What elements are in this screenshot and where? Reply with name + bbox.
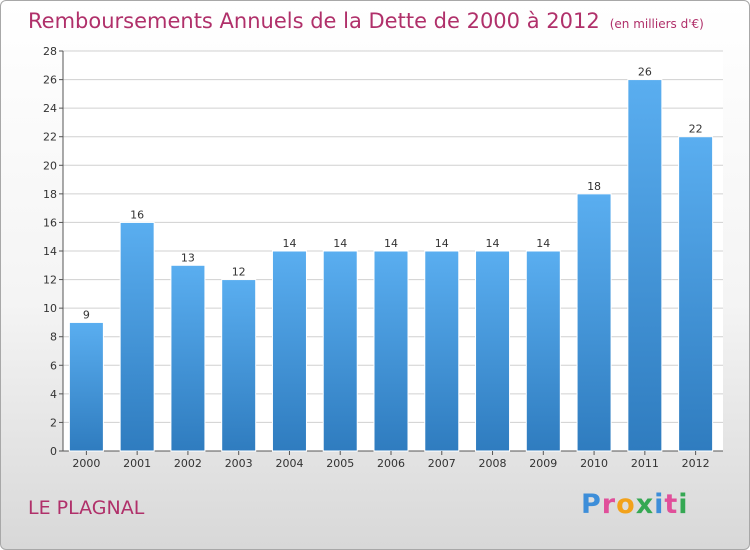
y-tick-label: 18: [43, 188, 57, 201]
chart-unit: (en milliers d'€): [609, 17, 704, 31]
y-tick-label: 20: [43, 159, 57, 172]
bar-2004: [271, 250, 307, 452]
bar-value-label: 13: [181, 251, 195, 264]
logo-letter: x: [635, 489, 655, 520]
logo-letter: i: [654, 489, 665, 520]
bar-value-label: 12: [232, 266, 246, 279]
bar-value-label: 14: [384, 237, 398, 250]
y-tick-label: 22: [43, 131, 57, 144]
bar-value-label: 14: [282, 237, 296, 250]
bar-value-label: 14: [333, 237, 347, 250]
y-tick-label: 12: [43, 274, 57, 287]
x-tick-label: 2003: [225, 457, 253, 470]
bar-2003: [221, 279, 257, 452]
x-tick-label: 2002: [174, 457, 202, 470]
x-tick-label: 2000: [72, 457, 100, 470]
y-tick-label: 10: [43, 302, 57, 315]
place-name: LE PLAGNAL: [28, 497, 145, 519]
bar-2006: [373, 250, 409, 452]
x-tick-label: 2001: [123, 457, 151, 470]
bar-2002: [170, 264, 206, 452]
bar-value-label: 22: [689, 123, 703, 136]
bar-2012: [678, 136, 714, 452]
x-tick-label: 2004: [275, 457, 303, 470]
y-tick-label: 26: [43, 74, 57, 87]
logo-letter: r: [601, 489, 617, 520]
bar-2011: [627, 79, 663, 452]
bar-value-label: 14: [536, 237, 550, 250]
y-tick-label: 6: [50, 359, 57, 372]
x-tick-label: 2011: [631, 457, 659, 470]
y-tick-label: 2: [50, 416, 57, 429]
proxiti-logo: Proxiti: [581, 489, 689, 520]
x-tick-label: 2007: [428, 457, 456, 470]
bar-2008: [475, 250, 511, 452]
bar-2007: [424, 250, 460, 452]
bar-2001: [119, 221, 155, 452]
y-tick-label: 4: [50, 388, 57, 401]
bar-2009: [525, 250, 561, 452]
y-tick-label: 24: [43, 102, 57, 115]
y-tick-label: 0: [50, 445, 57, 458]
logo-letter: t: [664, 489, 679, 520]
logo-letter: P: [581, 489, 602, 520]
chart-title: Remboursements Annuels de la Dette de 20…: [28, 9, 704, 33]
x-tick-label: 2009: [529, 457, 557, 470]
y-tick-label: 8: [50, 331, 57, 344]
x-tick-label: 2008: [479, 457, 507, 470]
y-tick-label: 16: [43, 216, 57, 229]
x-tick-label: 2012: [682, 457, 710, 470]
x-tick-label: 2010: [580, 457, 608, 470]
y-tick-label: 28: [43, 45, 57, 58]
bar-2005: [322, 250, 358, 452]
bar-value-label: 14: [486, 237, 500, 250]
bar-2010: [576, 193, 612, 452]
logo-letter: o: [616, 489, 636, 520]
x-tick-label: 2006: [377, 457, 405, 470]
bar-value-label: 9: [83, 308, 90, 321]
x-tick-label: 2005: [326, 457, 354, 470]
logo-letter: i: [678, 489, 689, 520]
chart-title-text: Remboursements Annuels de la Dette de 20…: [28, 9, 600, 33]
bar-value-label: 18: [587, 180, 601, 193]
bar-2000: [68, 321, 104, 452]
bar-value-label: 16: [130, 208, 144, 221]
bar-value-label: 14: [435, 237, 449, 250]
bar-value-label: 26: [638, 66, 652, 79]
y-tick-label: 14: [43, 245, 57, 258]
